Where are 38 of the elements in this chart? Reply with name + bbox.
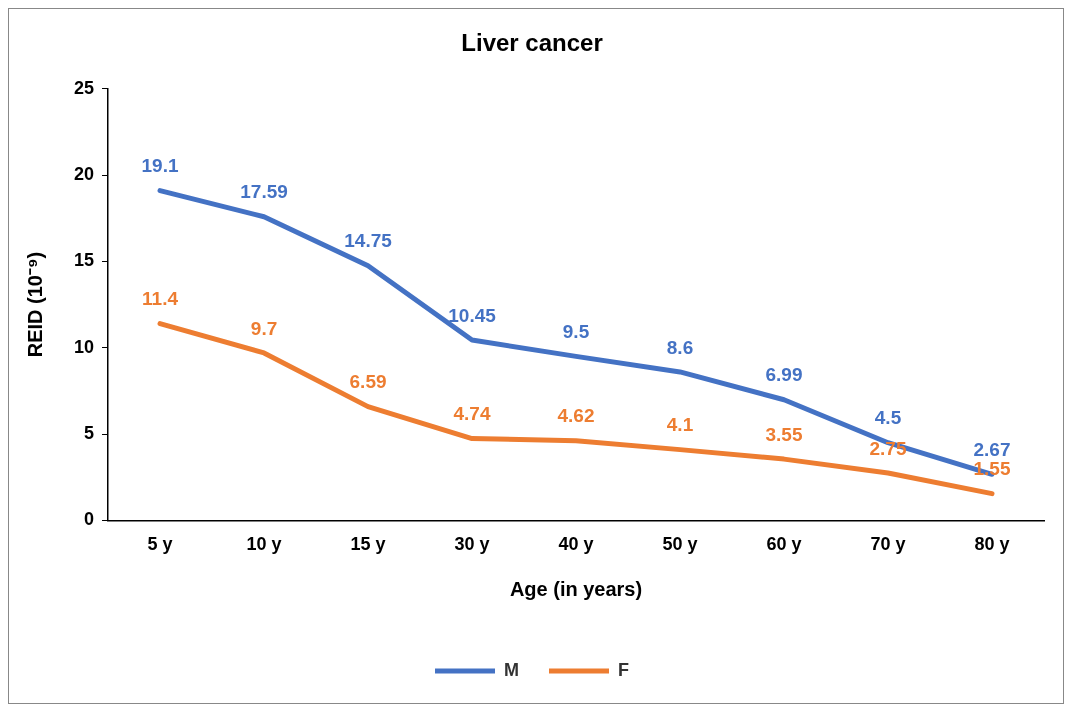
x-tick-label: 40 y bbox=[558, 534, 594, 555]
data-label: 4.62 bbox=[557, 405, 595, 427]
x-tick-label: 80 y bbox=[974, 534, 1010, 555]
y-tick-label: 10 bbox=[73, 336, 95, 357]
chart-title: Liver cancer bbox=[461, 29, 603, 57]
y-tick-label: 25 bbox=[73, 77, 95, 98]
y-tick-label: 5 bbox=[84, 423, 95, 444]
x-tick-label: 50 y bbox=[662, 534, 698, 555]
y-axis-title: REID (10⁻⁹) bbox=[23, 251, 46, 358]
y-tick-label: 15 bbox=[73, 250, 95, 271]
data-label: 6.59 bbox=[349, 371, 387, 393]
x-axis-title: Age (in years) bbox=[509, 577, 643, 600]
data-label: 14.75 bbox=[344, 230, 393, 252]
data-label: 17.59 bbox=[240, 181, 288, 203]
x-tick-label: 30 y bbox=[454, 534, 490, 555]
x-tick-label: 70 y bbox=[870, 534, 906, 555]
data-label: 3.55 bbox=[765, 423, 803, 445]
legend-label: M bbox=[504, 659, 520, 680]
data-label: 10.45 bbox=[448, 304, 497, 326]
data-label: 8.6 bbox=[666, 336, 694, 358]
data-label: 2.67 bbox=[973, 439, 1011, 461]
x-tick-label: 10 y bbox=[246, 534, 282, 555]
data-label: 6.99 bbox=[765, 364, 803, 386]
data-label: 19.1 bbox=[141, 155, 179, 177]
legend-label: F bbox=[618, 659, 629, 680]
data-label: 2.75 bbox=[869, 437, 907, 459]
data-label: 4.1 bbox=[666, 414, 694, 436]
y-tick-label: 20 bbox=[73, 164, 95, 185]
x-tick-label: 5 y bbox=[147, 534, 173, 555]
y-tick-label: 0 bbox=[84, 509, 95, 530]
data-label: 4.5 bbox=[874, 407, 902, 429]
data-label: 9.7 bbox=[250, 317, 278, 339]
x-tick-label: 60 y bbox=[766, 534, 802, 555]
x-tick-label: 15 y bbox=[350, 534, 386, 555]
data-label: 4.74 bbox=[453, 403, 491, 425]
data-label: 9.5 bbox=[562, 321, 590, 343]
data-label: 11.4 bbox=[142, 288, 179, 310]
data-label: 1.55 bbox=[973, 458, 1011, 480]
